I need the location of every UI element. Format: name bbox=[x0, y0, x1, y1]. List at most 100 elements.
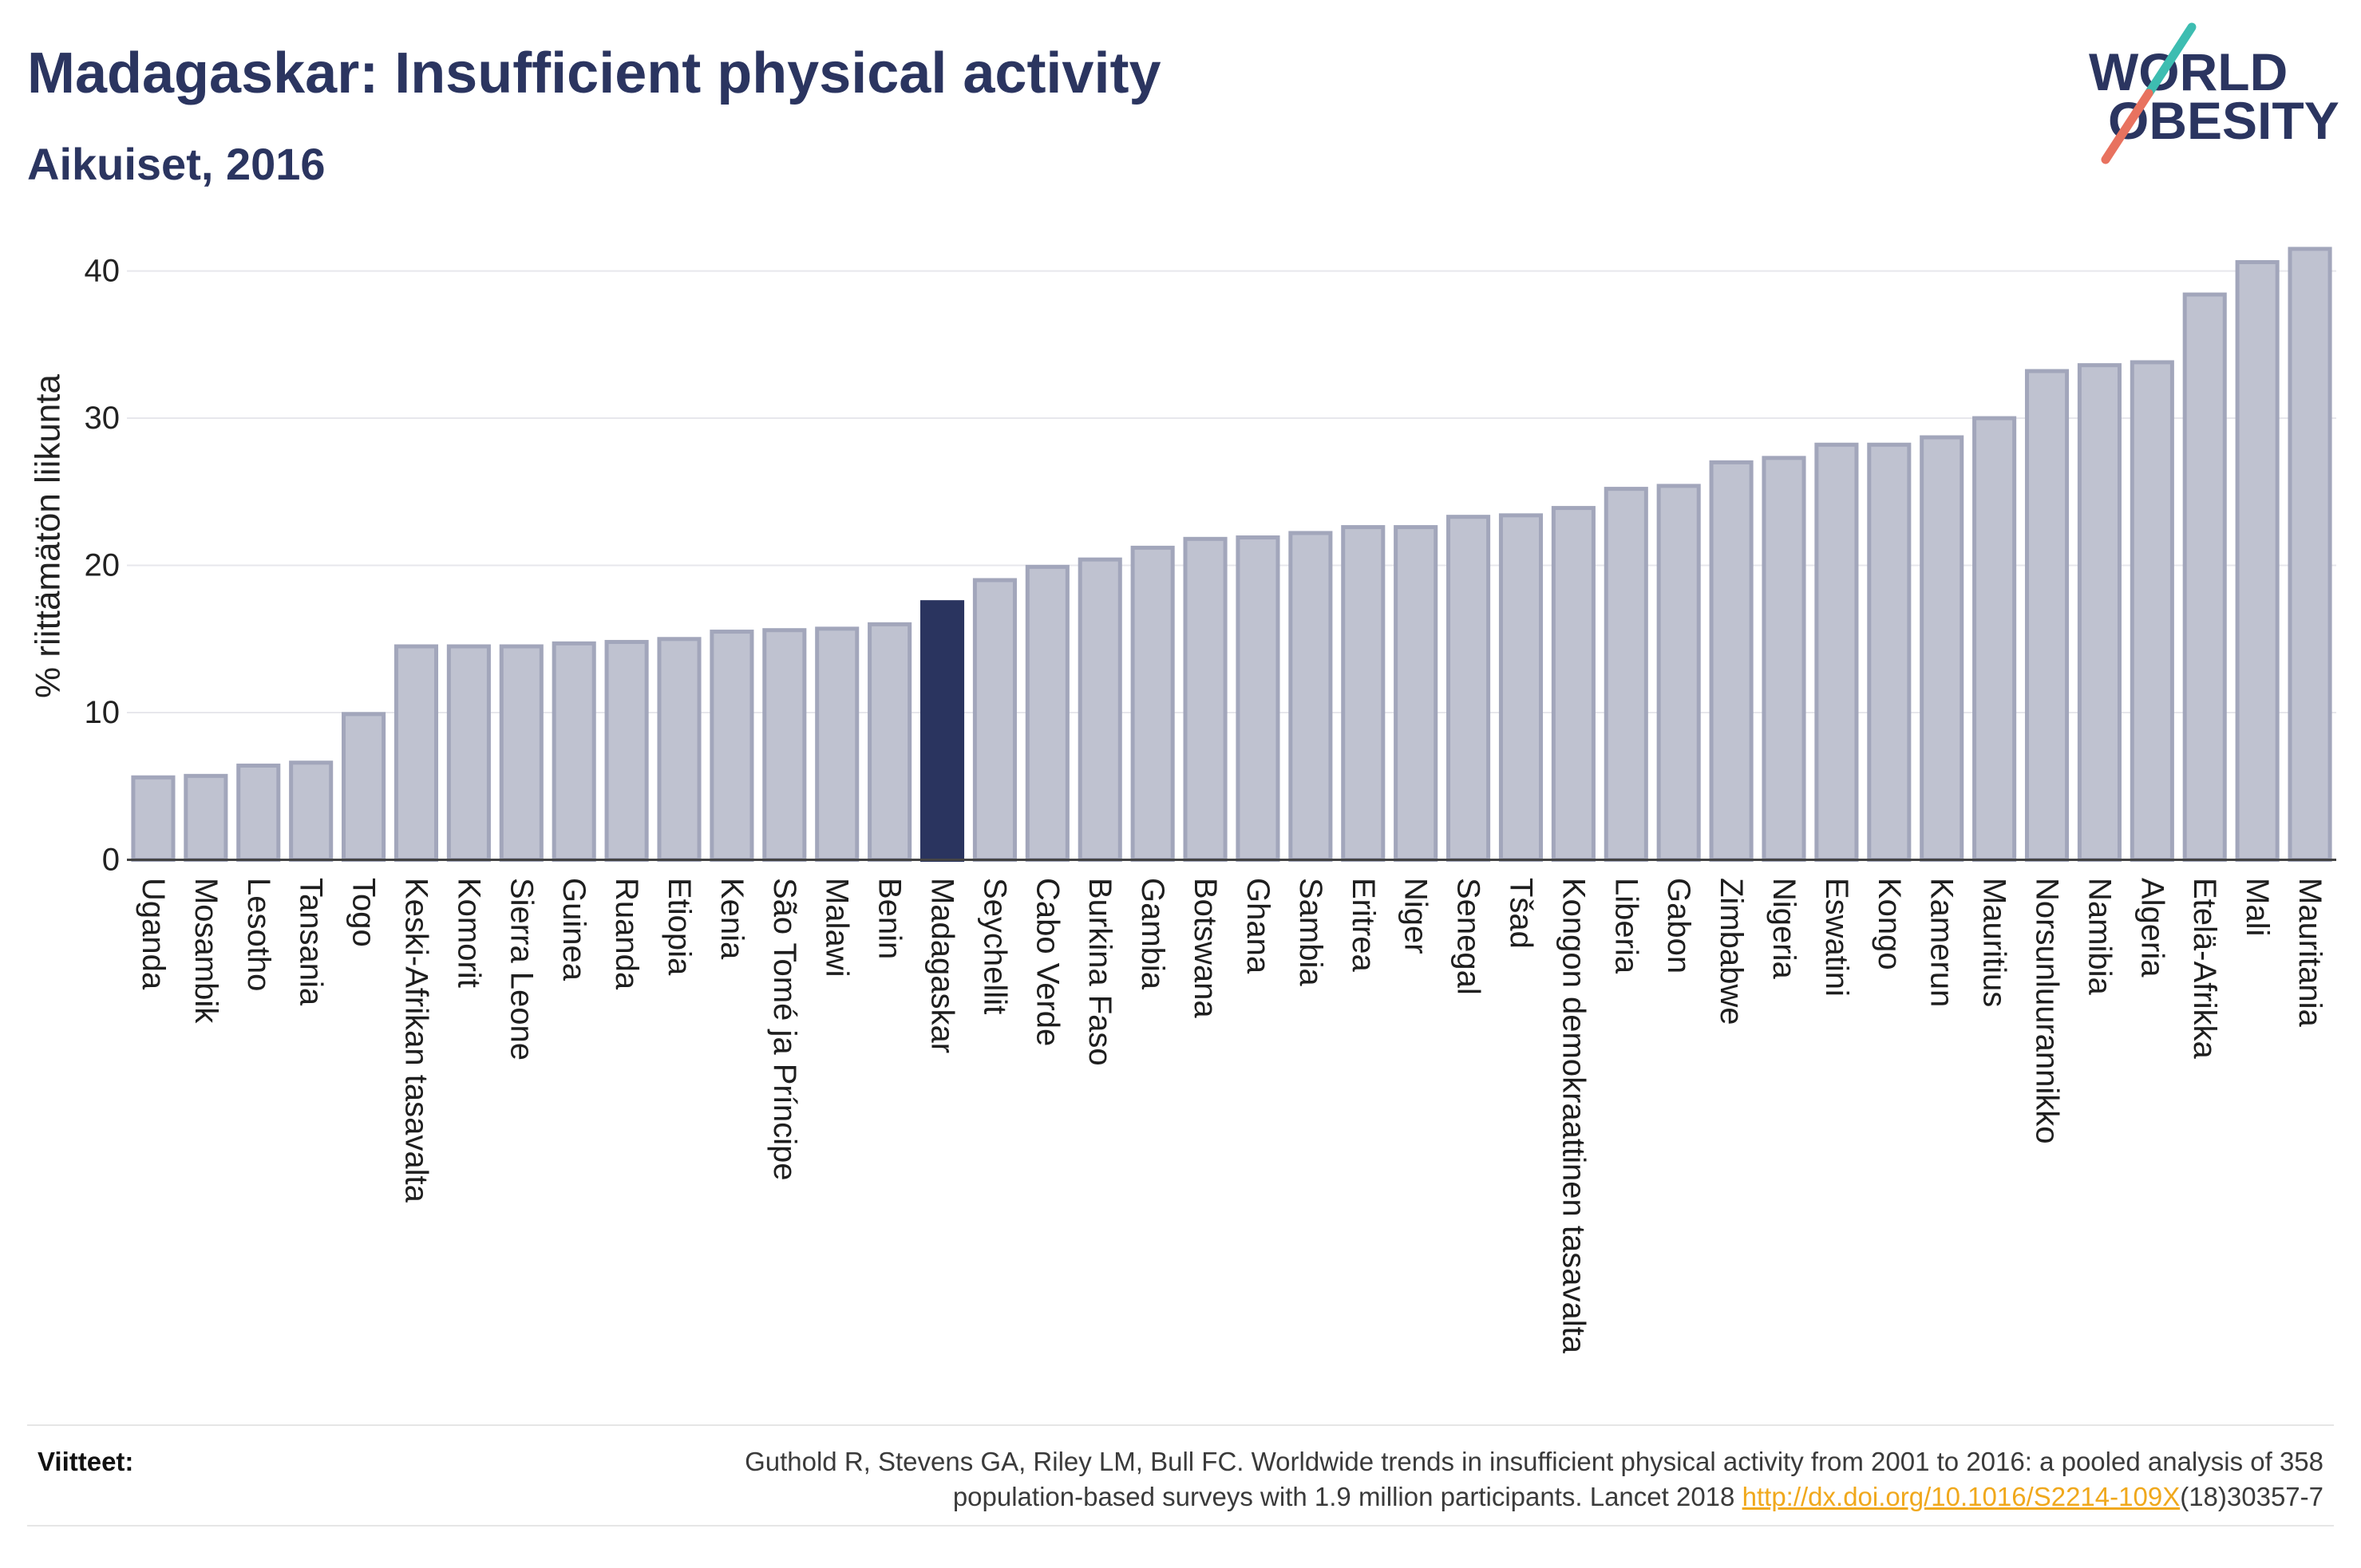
y-tick-label-40: 40 bbox=[85, 254, 121, 289]
x-tick-label-kongon-demokraattinen-tasavalta: Kongon demokraattinen tasavalta bbox=[1556, 878, 1591, 1354]
bar-gabon bbox=[1656, 484, 1701, 863]
x-tick-label-botswana: Botswana bbox=[1188, 878, 1223, 1018]
gridlines bbox=[127, 270, 2336, 714]
bar-benin bbox=[868, 622, 912, 862]
x-tick-label-mali: Mali bbox=[2240, 878, 2275, 936]
x-tick-label-ruanda: Ruanda bbox=[609, 878, 644, 990]
logo-slash-bottom-icon bbox=[2101, 89, 2153, 164]
x-tick-label-burkina-faso: Burkina Faso bbox=[1082, 878, 1117, 1066]
x-tick-label-tansania: Tansania bbox=[294, 878, 329, 1006]
bar-botswana bbox=[1183, 536, 1228, 862]
bar-uganda bbox=[131, 775, 176, 862]
x-tick-label-etiopia: Etiopia bbox=[662, 878, 697, 976]
footer-divider-bottom bbox=[27, 1525, 2334, 1527]
bar-senegal bbox=[1446, 515, 1491, 862]
x-tick-label-lesotho: Lesotho bbox=[241, 878, 276, 991]
x-tick-label-benin: Benin bbox=[872, 878, 908, 959]
x-tick-label-cabo-verde: Cabo Verde bbox=[1030, 878, 1065, 1046]
bar-mali bbox=[2235, 260, 2280, 862]
references-text: Guthold R, Stevens GA, Riley LM, Bull FC… bbox=[745, 1444, 2323, 1515]
x-tick-label-komorit: Komorit bbox=[451, 878, 486, 988]
bar-sierra-leone bbox=[499, 644, 544, 862]
bar-kongo bbox=[1867, 442, 1912, 862]
x-tick-label-kamerun: Kamerun bbox=[1924, 878, 1960, 1007]
y-tick-label-0: 0 bbox=[102, 843, 120, 878]
bar-ruanda bbox=[604, 639, 649, 862]
x-tick-label-keski-afrikan-tasavalta: Keski-Afrikan tasavalta bbox=[398, 878, 433, 1203]
bar-tansania bbox=[289, 760, 334, 863]
x-tick-label-mosambik: Mosambik bbox=[188, 878, 223, 1024]
x-tick-label-seychellit: Seychellit bbox=[977, 878, 1012, 1014]
reference-line-1: Guthold R, Stevens GA, Riley LM, Bull FC… bbox=[745, 1447, 2323, 1476]
x-tick-label-namibia: Namibia bbox=[2082, 878, 2117, 995]
bar-burkina-faso bbox=[1078, 557, 1122, 862]
x-tick-label-gabon: Gabon bbox=[1661, 878, 1696, 974]
bar-kenia bbox=[710, 630, 754, 862]
bar-kamerun bbox=[1920, 435, 1964, 862]
y-tick-label-20: 20 bbox=[85, 548, 121, 583]
x-tick-label-liberia: Liberia bbox=[1608, 878, 1643, 974]
x-tick-label-uganda: Uganda bbox=[136, 878, 171, 990]
bar-sambia bbox=[1288, 531, 1333, 863]
reference-suffix: (18)30357-7 bbox=[2180, 1482, 2323, 1511]
x-tick-label-sambia: Sambia bbox=[1293, 878, 1328, 986]
x-tick-label-guinea: Guinea bbox=[556, 878, 591, 981]
y-tick-labels: 0 10 20 30 40 bbox=[85, 254, 121, 878]
x-tick-label-gambia: Gambia bbox=[1135, 878, 1170, 990]
bar-nigeria bbox=[1762, 456, 1806, 862]
x-tick-labels: Uganda Mosambik Lesotho Tansania Togo Keski-A… bbox=[136, 878, 2327, 1354]
doi-link[interactable]: http://dx.doi.org/10.1016/S2214-109X bbox=[1742, 1482, 2181, 1511]
logo-slash-top-icon bbox=[2144, 22, 2197, 98]
x-tick-label-kongo: Kongo bbox=[1872, 878, 1907, 970]
bar-komorit bbox=[446, 644, 491, 862]
x-tick-label-togo: Togo bbox=[346, 878, 382, 947]
x-tick-label-tsad: Tšad bbox=[1503, 878, 1538, 949]
y-tick-label-10: 10 bbox=[85, 695, 121, 730]
reference-line-2-text: population-based surveys with 1.9 millio… bbox=[952, 1482, 1735, 1511]
bar-guinea bbox=[552, 641, 596, 863]
bar-lesotho bbox=[236, 763, 281, 862]
bar-seychellit bbox=[972, 578, 1017, 863]
footer-divider-top bbox=[27, 1424, 2334, 1426]
bar-tsad bbox=[1498, 513, 1544, 863]
x-tick-label-algeria: Algeria bbox=[2134, 878, 2169, 978]
bar-zimbabwe bbox=[1709, 460, 1754, 862]
logo-text-world: WORLD bbox=[2089, 42, 2288, 101]
x-tick-label-mauritius: Mauritius bbox=[1977, 878, 2012, 1007]
bar-algeria bbox=[2130, 360, 2174, 862]
bar-liberia bbox=[1604, 487, 1648, 862]
y-tick-label-30: 30 bbox=[85, 401, 121, 436]
x-tick-label-malawi: Malawi bbox=[820, 878, 855, 977]
bar-mosambik bbox=[184, 773, 228, 863]
chart-title: Madagaskar: Insufficient physical activi… bbox=[27, 41, 1161, 105]
chart-subtitle: Aikuiset, 2016 bbox=[27, 139, 326, 189]
x-tick-label-madagaskar: Madagaskar bbox=[925, 878, 960, 1053]
references-label: Viitteet: bbox=[38, 1447, 134, 1476]
bar-mauritania bbox=[2288, 247, 2332, 862]
bar-togo bbox=[342, 712, 386, 862]
bar-niger bbox=[1394, 525, 1438, 862]
y-axis-title: % riittämätön liikunta bbox=[29, 374, 68, 698]
bar-eswatini bbox=[1814, 442, 1859, 862]
x-tick-label-kenia: Kenia bbox=[714, 878, 749, 960]
x-tick-label-zimbabwe: Zimbabwe bbox=[1714, 878, 1749, 1025]
bar-keski-afrikan-tasavalta bbox=[394, 644, 439, 862]
x-tick-label-mauritania: Mauritania bbox=[2292, 878, 2327, 1028]
reference-line-2: population-based surveys with 1.9 millio… bbox=[745, 1479, 2323, 1515]
bar-etiopia bbox=[657, 637, 702, 863]
x-tick-label-nigeria: Nigeria bbox=[1766, 878, 1801, 979]
x-tick-label-eritrea: Eritrea bbox=[1346, 878, 1381, 973]
bar-cabo-verde bbox=[1025, 564, 1070, 863]
bars bbox=[131, 247, 2332, 863]
bar-norsunluurannikko bbox=[2024, 369, 2070, 863]
bar-sao-tome-ja-principe bbox=[762, 628, 807, 862]
bar-etela-afrikka bbox=[2182, 292, 2227, 863]
x-tick-label-sierra-leone: Sierra Leone bbox=[504, 878, 539, 1060]
x-tick-label-ghana: Ghana bbox=[1240, 878, 1275, 974]
bar-kongon-demokraattinen-tasavalta bbox=[1551, 506, 1596, 862]
bar-madagaskar bbox=[919, 600, 965, 862]
bar-ghana bbox=[1236, 535, 1280, 863]
bar-gambia bbox=[1130, 545, 1175, 862]
x-tick-label-senegal: Senegal bbox=[1451, 878, 1486, 995]
